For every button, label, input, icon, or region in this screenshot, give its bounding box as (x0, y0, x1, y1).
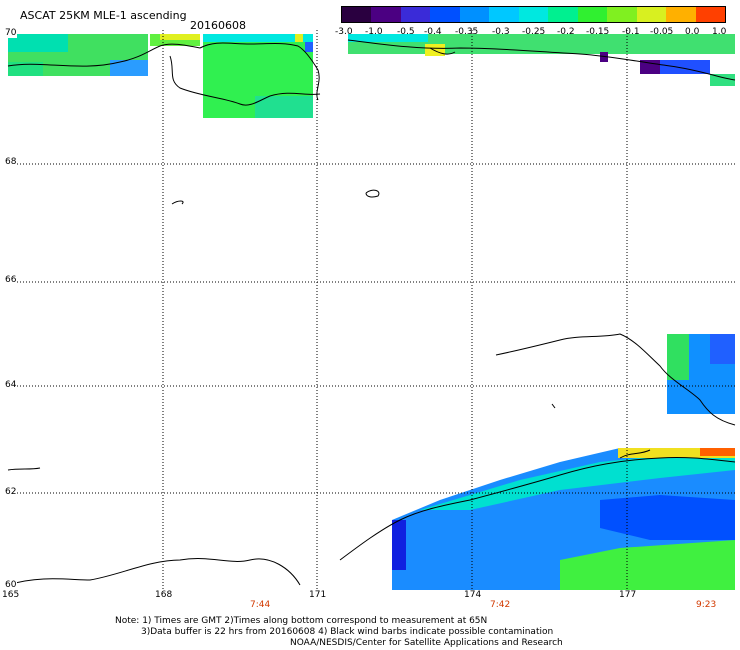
time-label: 9:23 (696, 600, 717, 610)
colorbar-segment (577, 7, 608, 22)
colorbar-tick: -0.35 (455, 27, 479, 37)
data-cell (8, 62, 43, 76)
colorbar-segment (666, 7, 696, 22)
data-cell (8, 34, 68, 52)
colorbar-segment (400, 7, 431, 22)
data-cell (110, 60, 148, 76)
colorbar-tick: -1.0 (365, 27, 383, 37)
data-cell (305, 42, 313, 52)
data-cell (295, 34, 303, 42)
colorbar-tick: -0.25 (522, 27, 546, 37)
colorbar-segment (459, 7, 490, 22)
lat-label: 68 (4, 157, 18, 167)
colorbar-tick: -3.0 (335, 27, 353, 37)
colorbar-tick: -0.4 (424, 27, 442, 37)
lon-label: 177 (619, 590, 637, 600)
data-cell (420, 454, 735, 510)
colorbar-segment (371, 7, 401, 22)
lon-label: 168 (155, 590, 173, 600)
lon-label: 171 (309, 590, 327, 600)
lat-label: 60 (4, 580, 18, 590)
data-cell (667, 334, 689, 380)
note-line-3: NOAA/NESDIS/Center for Satellite Applica… (290, 638, 563, 648)
data-cell (600, 52, 608, 62)
lat-label: 64 (4, 380, 18, 390)
lat-label: 62 (4, 487, 18, 497)
coastlines (7, 39, 736, 586)
time-label: 7:42 (490, 600, 511, 610)
data-cell (160, 34, 200, 40)
lat-label: 66 (4, 275, 18, 285)
data-cell (392, 520, 406, 570)
colorbar-segment (342, 7, 372, 22)
time-label: 7:44 (250, 600, 271, 610)
product-title: ASCAT 25KM MLE-1 ascending (20, 9, 187, 22)
graticule (8, 30, 735, 590)
data-cell (640, 60, 662, 74)
product-date: 20160608 (190, 19, 246, 32)
lon-label: 165 (2, 590, 20, 600)
note-line-2: 3)Data buffer is 22 hrs from 20160608 4)… (141, 627, 554, 637)
colorbar (341, 6, 726, 23)
colorbar-tick: -0.15 (586, 27, 610, 37)
colorbar-tick: -0.3 (492, 27, 510, 37)
colorbar-tick: -0.5 (397, 27, 415, 37)
colorbar-tick: -0.2 (557, 27, 575, 37)
colorbar-segment (489, 7, 519, 22)
lon-label: 174 (464, 590, 482, 600)
lat-label: 70 (4, 28, 18, 38)
data-cell (710, 74, 735, 86)
colorbar-tick: 1.0 (712, 27, 727, 37)
data-cell (600, 495, 735, 540)
data-cell (618, 448, 735, 458)
data-cell (425, 44, 445, 56)
data-cell (560, 540, 735, 590)
colorbar-tick: -0.1 (622, 27, 640, 37)
colorbar-segment (518, 7, 549, 22)
colorbar-segment (695, 7, 726, 22)
note-line-1: Note: 1) Times are GMT 2)Times along bot… (115, 616, 488, 626)
colorbar-segment (607, 7, 637, 22)
data-cell (660, 60, 710, 74)
data-cell (348, 34, 428, 42)
colorbar-tick: 0.0 (685, 27, 700, 37)
data-cell (255, 96, 313, 118)
colorbar-segment (430, 7, 460, 22)
data-cell (700, 448, 735, 456)
data-cell (710, 334, 735, 364)
wind-data-swaths (8, 34, 735, 590)
colorbar-segment (548, 7, 578, 22)
data-cell (203, 34, 313, 42)
colorbar-segment (636, 7, 667, 22)
colorbar-tick: -0.05 (650, 27, 674, 37)
